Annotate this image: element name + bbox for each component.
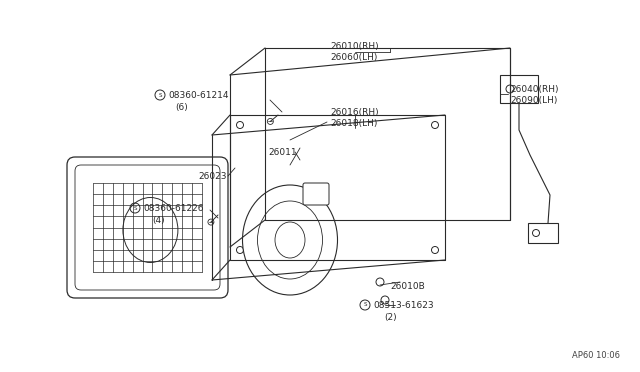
Text: 08360-61226: 08360-61226	[143, 204, 204, 213]
Text: (4): (4)	[152, 216, 164, 225]
Text: S: S	[158, 93, 162, 97]
Text: 08513-61623: 08513-61623	[373, 301, 434, 310]
Text: 26040(RH): 26040(RH)	[510, 85, 559, 94]
Text: 26023: 26023	[198, 172, 227, 181]
FancyBboxPatch shape	[303, 183, 329, 205]
Text: 26011: 26011	[268, 148, 296, 157]
FancyBboxPatch shape	[528, 223, 558, 243]
Text: 08360-61214: 08360-61214	[168, 91, 228, 100]
Text: 26010B: 26010B	[390, 282, 425, 291]
Text: (6): (6)	[175, 103, 188, 112]
FancyBboxPatch shape	[67, 157, 228, 298]
Text: 26060(LH): 26060(LH)	[330, 53, 378, 62]
Text: S: S	[364, 302, 367, 308]
Text: (2): (2)	[384, 313, 397, 322]
Text: 26010(RH): 26010(RH)	[330, 42, 379, 51]
Text: AP60 10:06: AP60 10:06	[572, 351, 620, 360]
Text: 26018(LH): 26018(LH)	[330, 119, 378, 128]
Text: 26090(LH): 26090(LH)	[510, 96, 557, 105]
FancyBboxPatch shape	[500, 75, 538, 103]
Circle shape	[268, 118, 273, 124]
Ellipse shape	[243, 185, 337, 295]
Circle shape	[208, 219, 214, 225]
Text: S: S	[133, 205, 137, 211]
Text: 26016(RH): 26016(RH)	[330, 108, 379, 117]
